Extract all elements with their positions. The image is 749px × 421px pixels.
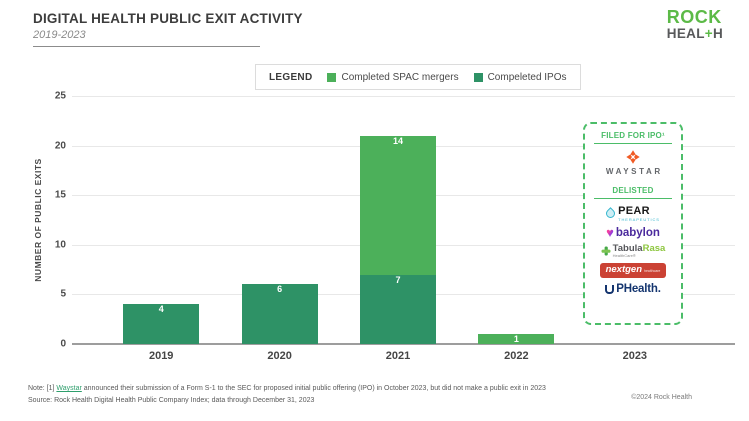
heart-icon: ♥ bbox=[606, 224, 614, 240]
note-prefix: Note: [1] bbox=[28, 385, 57, 392]
waystar-star-icon bbox=[626, 150, 640, 164]
title-block: DIGITAL HEALTH PUBLIC EXIT ACTIVITY 2019… bbox=[33, 11, 303, 47]
y-tick-label: 20 bbox=[54, 140, 66, 152]
page-subtitle: 2019-2023 bbox=[33, 29, 260, 47]
bar-value-label: 4 bbox=[158, 304, 164, 315]
note-suffix: announced their submission of a Form S-1… bbox=[81, 385, 546, 392]
copyright: ©2024 Rock Health bbox=[631, 394, 692, 401]
y-tick-label: 5 bbox=[60, 288, 66, 300]
tabula-subtext: HealthCare® bbox=[612, 253, 636, 258]
bar-column-2022: 1 bbox=[457, 96, 575, 344]
bars: 4 6 14 7 1 bbox=[102, 96, 694, 344]
bar-column-2020: 6 bbox=[220, 96, 338, 344]
x-axis-line bbox=[72, 343, 735, 345]
spac-color-swatch bbox=[327, 72, 337, 82]
y-tick-label: 15 bbox=[54, 189, 66, 201]
y-tick-label: 25 bbox=[54, 90, 66, 102]
filed-for-ipo-heading: FILED FOR IPO¹ bbox=[601, 131, 665, 140]
bar-value-label: 1 bbox=[513, 334, 519, 345]
delisted-heading: DELISTED bbox=[612, 186, 654, 195]
bar-2019-ipo: 4 bbox=[123, 304, 200, 344]
babylon-name: babylon bbox=[615, 226, 660, 239]
pear-name: PEAR bbox=[618, 204, 650, 217]
legend-item-ipo-label: Compeleted IPOs bbox=[487, 71, 567, 83]
bar-value-label: 14 bbox=[393, 135, 404, 146]
x-tick-2020: 2020 bbox=[267, 350, 292, 362]
waystar-wordmark: WAYSTAR bbox=[605, 167, 663, 176]
divider bbox=[594, 143, 672, 144]
nextgen-name: nextgen bbox=[605, 264, 643, 275]
bar-2021-ipo: 7 bbox=[360, 274, 437, 344]
logo-rock-text: ROCK bbox=[666, 7, 722, 27]
uphealth-name: PHealth. bbox=[616, 282, 661, 295]
x-tick-2023: 2023 bbox=[622, 350, 648, 362]
bar-value-label: 7 bbox=[395, 274, 401, 285]
tabula-name: Tabula bbox=[612, 242, 643, 254]
legend-item-ipo: Compeleted IPOs bbox=[473, 71, 567, 83]
waystar-logo: WAYSTAR bbox=[603, 150, 662, 176]
divider bbox=[594, 198, 672, 199]
x-axis-labels: 2019 2020 2021 2022 2023 bbox=[102, 350, 694, 362]
bar-column-2021: 14 7 bbox=[339, 96, 457, 344]
x-tick-2022: 2022 bbox=[504, 350, 529, 362]
nextgen-subtext: healthcare bbox=[644, 269, 661, 273]
nextgen-badge: nextgen healthcare bbox=[599, 263, 667, 278]
rasa-name: Rasa bbox=[642, 242, 666, 254]
uphealth-u-icon bbox=[605, 285, 615, 294]
page-title: DIGITAL HEALTH PUBLIC EXIT ACTIVITY bbox=[33, 11, 303, 26]
ipo-delisted-callout: FILED FOR IPO¹ WAYSTAR DELISTED PEAR THE… bbox=[583, 122, 683, 325]
pear-drop-icon bbox=[604, 207, 618, 220]
nextgen-logo: nextgen healthcare bbox=[599, 263, 667, 278]
bar-2020-ipo: 6 bbox=[241, 284, 318, 344]
bar-value-label: 6 bbox=[277, 284, 283, 295]
tabula-rasa-logo: TabulaRasa HealthCare® bbox=[601, 242, 666, 259]
bar-column-2019: 4 bbox=[102, 96, 220, 344]
waystar-link[interactable]: Waystar bbox=[56, 385, 82, 392]
legend-title: LEGEND bbox=[269, 71, 313, 83]
gridline bbox=[72, 96, 735, 97]
legend-item-spac-label: Completed SPAC mergers bbox=[341, 71, 459, 83]
y-tick-label: 10 bbox=[54, 239, 66, 251]
logo-plus-icon: + bbox=[704, 26, 713, 41]
bar-chart: NUMBER OF PUBLIC EXITS 0 5 10 15 20 25 4 6 14 7 1 bbox=[0, 91, 749, 350]
babylon-logo: ♥ babylon bbox=[606, 224, 660, 240]
bar-2021-spac: 14 bbox=[360, 135, 437, 275]
legend-item-spac: Completed SPAC mergers bbox=[327, 71, 459, 83]
leaf-cross-icon bbox=[601, 246, 611, 256]
ipo-color-swatch bbox=[473, 72, 483, 82]
pear-therapeutics-logo: PEAR THERAPEUTICS bbox=[604, 204, 660, 222]
rock-health-logo: ROCK HEAL+H bbox=[667, 8, 723, 41]
bar-2022-spac: 1 bbox=[478, 334, 555, 345]
x-tick-2019: 2019 bbox=[148, 350, 174, 362]
logo-h: H bbox=[712, 26, 723, 41]
footnote: Note: [1] Waystar announced their submis… bbox=[28, 383, 728, 407]
logo-heal: HEAL bbox=[666, 26, 705, 41]
footnote-source: Source: Rock Health Digital Health Publi… bbox=[28, 396, 315, 404]
y-tick-label: 0 bbox=[60, 338, 66, 350]
x-tick-2021: 2021 bbox=[385, 350, 411, 362]
pear-subtext: THERAPEUTICS bbox=[618, 216, 660, 222]
uphealth-logo: PHealth. bbox=[605, 282, 661, 295]
footnote-line-1: Note: [1] Waystar announced their submis… bbox=[28, 383, 728, 395]
logo-health-text: HEAL+H bbox=[667, 27, 723, 41]
y-axis-ticks: 0 5 10 15 20 25 bbox=[0, 91, 66, 350]
chart-legend: LEGEND Completed SPAC mergers Compeleted… bbox=[255, 64, 581, 90]
